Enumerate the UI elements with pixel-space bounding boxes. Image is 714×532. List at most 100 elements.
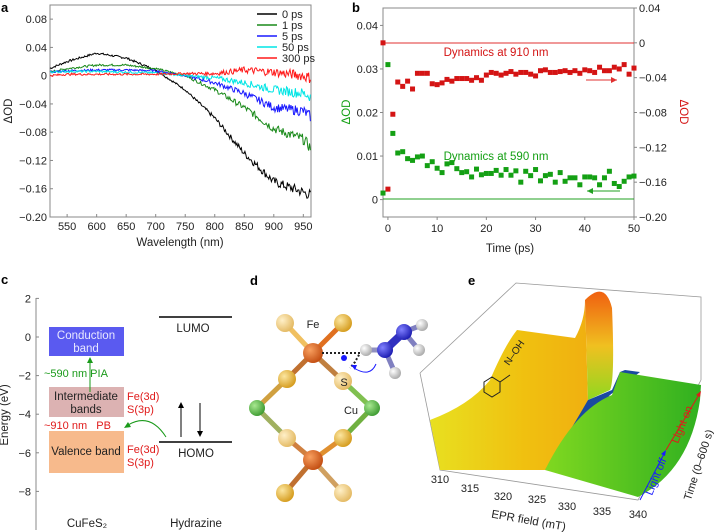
legend-label: 1 ps [282, 20, 303, 32]
bonds [254, 320, 425, 496]
data-point-910-nm [572, 68, 578, 74]
legend-label: 0 ps [282, 9, 303, 21]
panel-label-c: c [1, 272, 8, 287]
data-point-590-nm [537, 178, 543, 184]
data-point-910-nm [631, 65, 637, 71]
epr-tick-label: 340 [629, 509, 647, 521]
y-axis-right-label: ΔOD [677, 100, 689, 125]
data-point-590-nm [601, 175, 607, 181]
y-tick-label: −0.20 [19, 212, 47, 224]
data-point-910-nm [523, 69, 529, 75]
data-point-910-nm [474, 75, 480, 81]
data-point-910-nm [478, 77, 484, 83]
data-point-590-nm [567, 175, 573, 181]
panel-b-chart: 0 10 20 30 40 50 0 0.01 0.02 0.03 0.04 0.04 0 −0.04 −0… [341, 3, 689, 255]
panel-label-b: b [352, 0, 360, 15]
data-point-590-nm [631, 173, 637, 179]
series-line-5-ps [49, 68, 311, 122]
nitrogen-atom [396, 324, 412, 340]
epr-tick-label: 330 [558, 501, 576, 513]
data-point-910-nm [390, 111, 396, 117]
valence-band-label: Valence band [51, 446, 120, 458]
electron-dot [341, 355, 347, 361]
data-point-590-nm [498, 172, 504, 178]
data-point-910-nm [400, 83, 406, 89]
series-line-300-ps [49, 66, 311, 84]
lumo-label: LUMO [176, 323, 209, 335]
data-point-910-nm [601, 68, 607, 74]
epr-tick-label: 310 [431, 474, 449, 486]
epr-tick-label: 325 [528, 494, 546, 506]
energy-tick-label: −8 [18, 486, 31, 498]
data-point-910-nm [542, 67, 548, 73]
data-point-590-nm [557, 170, 563, 176]
y-axis-label: ΔOD [3, 99, 15, 124]
cufes2-label: CuFeS₂ [67, 518, 107, 530]
data-point-910-nm [424, 70, 430, 76]
panel-label-d: d [250, 273, 258, 288]
hydrazine-label: Hydrazine [170, 518, 222, 530]
energy-tick-label: −4 [18, 409, 31, 421]
epr-tick-label: 315 [461, 483, 479, 495]
y-left-tick-label: 0.02 [357, 108, 378, 120]
arrow-left-icon [587, 188, 620, 194]
energy-tick-label: −6 [18, 448, 31, 460]
s-label: S [340, 377, 347, 389]
data-point-910-nm [410, 86, 416, 92]
y-tick-label: −0.16 [19, 184, 47, 196]
data-point-590-nm [518, 179, 524, 185]
data-point-910-nm [513, 71, 519, 77]
data-point-590-nm [405, 156, 411, 162]
transfer-arrow-icon [124, 420, 167, 438]
data-point-910-nm [434, 82, 440, 88]
legend-label: 300 ps [282, 53, 316, 65]
data-point-910-nm [616, 66, 622, 72]
epr-tick-label: 320 [494, 491, 512, 503]
data-point-910-nm [582, 67, 588, 73]
data-point-590-nm [419, 153, 425, 159]
orbital-label: Fe(3d) [127, 391, 159, 403]
data-point-590-nm [552, 179, 558, 185]
y-right-tick-label: 0.04 [639, 3, 660, 15]
y-right-tick-label: −0.12 [639, 142, 667, 154]
data-point-590-nm [592, 175, 598, 181]
data-point-590-nm [424, 163, 430, 169]
data-point-590-nm [493, 167, 499, 173]
data-point-590-nm [400, 149, 406, 155]
sulfur-atom [278, 429, 296, 447]
data-point-910-nm [597, 64, 603, 70]
y-tick-label: −0.08 [19, 127, 47, 139]
phenyl-hydroxylamine-icon [483, 374, 511, 398]
y-right-tick-label: −0.20 [639, 212, 667, 224]
data-point-910-nm [577, 70, 583, 76]
sulfur-atom [334, 372, 352, 390]
copper-atom [364, 400, 380, 416]
data-point-910-nm [429, 81, 435, 87]
data-point-910-nm [587, 68, 593, 74]
legend-label: 5 ps [282, 31, 303, 43]
plot-frame [382, 7, 635, 218]
excitation-arrow-icon [87, 357, 93, 392]
energy-tick-label: 0 [25, 332, 31, 344]
nitrogen-atom [377, 342, 393, 358]
x-tick-label: 20 [480, 223, 492, 235]
data-point-590-nm [597, 182, 603, 188]
x-tick-label: 700 [147, 221, 165, 233]
iron-atom [303, 450, 323, 470]
data-point-910-nm [562, 68, 568, 74]
arrow-right-icon [586, 77, 617, 83]
data-point-590-nm [547, 171, 553, 177]
data-point-590-nm [459, 170, 465, 176]
x-tick-label: 40 [579, 223, 591, 235]
data-point-590-nm [390, 130, 396, 136]
data-point-590-nm [434, 165, 440, 171]
data-point-910-nm [380, 40, 386, 46]
panel-label-e: e [468, 273, 475, 288]
data-point-910-nm [533, 73, 539, 79]
data-point-590-nm [503, 167, 509, 173]
epr-surface-left [430, 300, 588, 470]
energy-axis-label: Energy (eV) [0, 384, 11, 446]
energy-tick-label: −2 [18, 371, 31, 383]
